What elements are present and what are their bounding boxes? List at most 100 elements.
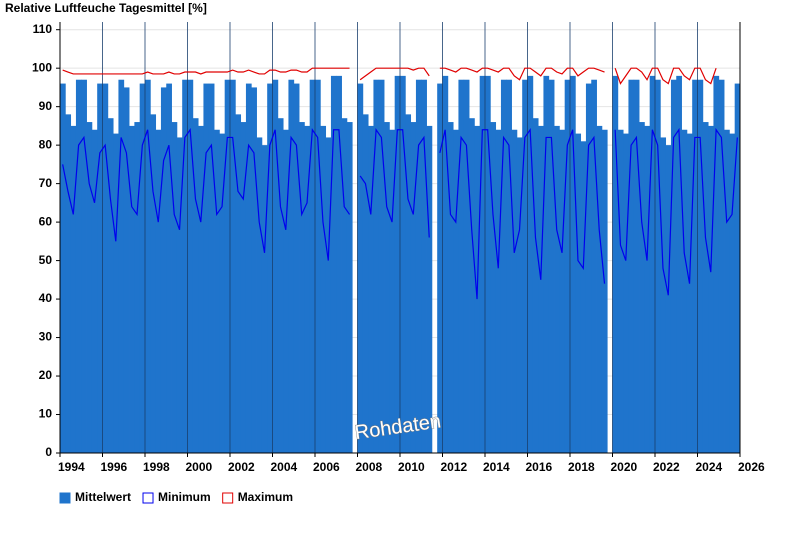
series-line [614, 67, 717, 85]
x-tick-label: 2018 [568, 460, 595, 474]
mean-bar [288, 79, 295, 454]
x-tick-label: 2020 [611, 460, 638, 474]
mean-bar [97, 83, 103, 454]
series-line [359, 67, 430, 81]
mean-bar [633, 79, 640, 454]
mean-bar [176, 137, 183, 454]
mean-bar [224, 79, 231, 454]
mean-bar [415, 79, 422, 454]
mean-bar [639, 122, 645, 453]
mean-bar [256, 137, 263, 454]
mean-bar [591, 79, 597, 454]
mean-bar [129, 125, 135, 453]
mean-bar [485, 75, 491, 453]
series-line [62, 67, 350, 75]
mean-bar [91, 129, 98, 453]
mean-bar [299, 122, 305, 453]
x-tick-label: 2026 [738, 460, 765, 474]
mean-bar [724, 129, 730, 453]
mean-bar [506, 79, 512, 454]
mean-bar [240, 122, 247, 453]
mean-bar [394, 75, 401, 453]
mean-bar [160, 87, 167, 453]
mean-bar [134, 122, 141, 453]
mean-bar [570, 75, 576, 453]
mean-bar [65, 114, 72, 453]
mean-bar [118, 79, 125, 454]
mean-bar [230, 79, 236, 454]
mean-bar [267, 83, 273, 454]
mean-bar [203, 83, 210, 454]
mean-bar [469, 118, 475, 454]
mean-bar [580, 141, 587, 453]
mean-bar [261, 145, 268, 453]
mean-bar [410, 122, 417, 453]
mean-bar [400, 75, 406, 453]
mean-bar [490, 122, 497, 453]
mean-bar [511, 129, 518, 453]
y-tick-label: 60 [39, 214, 53, 228]
x-tick-label: 2006 [313, 460, 340, 474]
x-tick-label: 2000 [186, 460, 213, 474]
series-line [359, 127, 430, 238]
mean-bar [575, 133, 582, 454]
mean-bar [235, 114, 242, 453]
legend-swatch [142, 492, 154, 504]
x-tick-label: 2022 [653, 460, 680, 474]
mean-bar [384, 122, 390, 453]
mean-bar [692, 79, 698, 454]
mean-bar [554, 125, 560, 453]
mean-bar [495, 129, 502, 453]
mean-bar [612, 75, 619, 453]
mean-bar [708, 125, 714, 453]
mean-bar [697, 79, 704, 454]
mean-bar [463, 79, 470, 454]
mean-bar [272, 79, 279, 454]
mean-bar [325, 137, 332, 454]
mean-bar [346, 122, 353, 453]
mean-bar [596, 125, 603, 453]
x-tick-label: 1996 [101, 460, 128, 474]
mean-bar [543, 75, 550, 453]
mean-bar [304, 125, 311, 453]
x-tick-label: 2016 [526, 460, 553, 474]
mean-bar [426, 125, 433, 453]
mean-bar [623, 133, 629, 454]
mean-bar [293, 83, 300, 454]
x-tick-label: 2008 [356, 460, 383, 474]
mean-bar [330, 75, 337, 453]
mean-bar [309, 79, 316, 454]
mean-bar [548, 79, 555, 454]
mean-bar [102, 83, 109, 454]
mean-bar [421, 79, 427, 454]
mean-bar [107, 118, 114, 454]
mean-bar [389, 129, 396, 453]
mean-bar [686, 133, 693, 454]
mean-bar [702, 122, 709, 453]
x-tick-label: 2010 [398, 460, 425, 474]
mean-bar [113, 133, 119, 454]
y-tick-label: 10 [39, 407, 53, 421]
series-line [62, 128, 351, 261]
mean-bar [219, 133, 226, 454]
x-tick-label: 1994 [58, 460, 85, 474]
mean-bar [368, 125, 374, 453]
mean-bar [145, 79, 151, 454]
series-line [439, 67, 605, 81]
mean-bar [516, 137, 523, 454]
y-tick-label: 70 [39, 176, 53, 190]
mean-bar [139, 83, 146, 454]
mean-bar [283, 129, 289, 453]
mean-bar [187, 79, 194, 454]
mean-bar [245, 83, 252, 454]
y-tick-label: 80 [39, 137, 53, 151]
x-tick-label: 2014 [483, 460, 510, 474]
y-tick-label: 40 [39, 291, 53, 305]
chart-title: Relative Luftfeuche Tagesmittel [%] [5, 1, 207, 15]
series-line [439, 127, 606, 300]
mean-bar [681, 129, 688, 453]
x-tick-label: 2024 [696, 460, 723, 474]
mean-bar [214, 129, 220, 453]
mean-bar [644, 125, 651, 453]
mean-bar [532, 118, 539, 454]
